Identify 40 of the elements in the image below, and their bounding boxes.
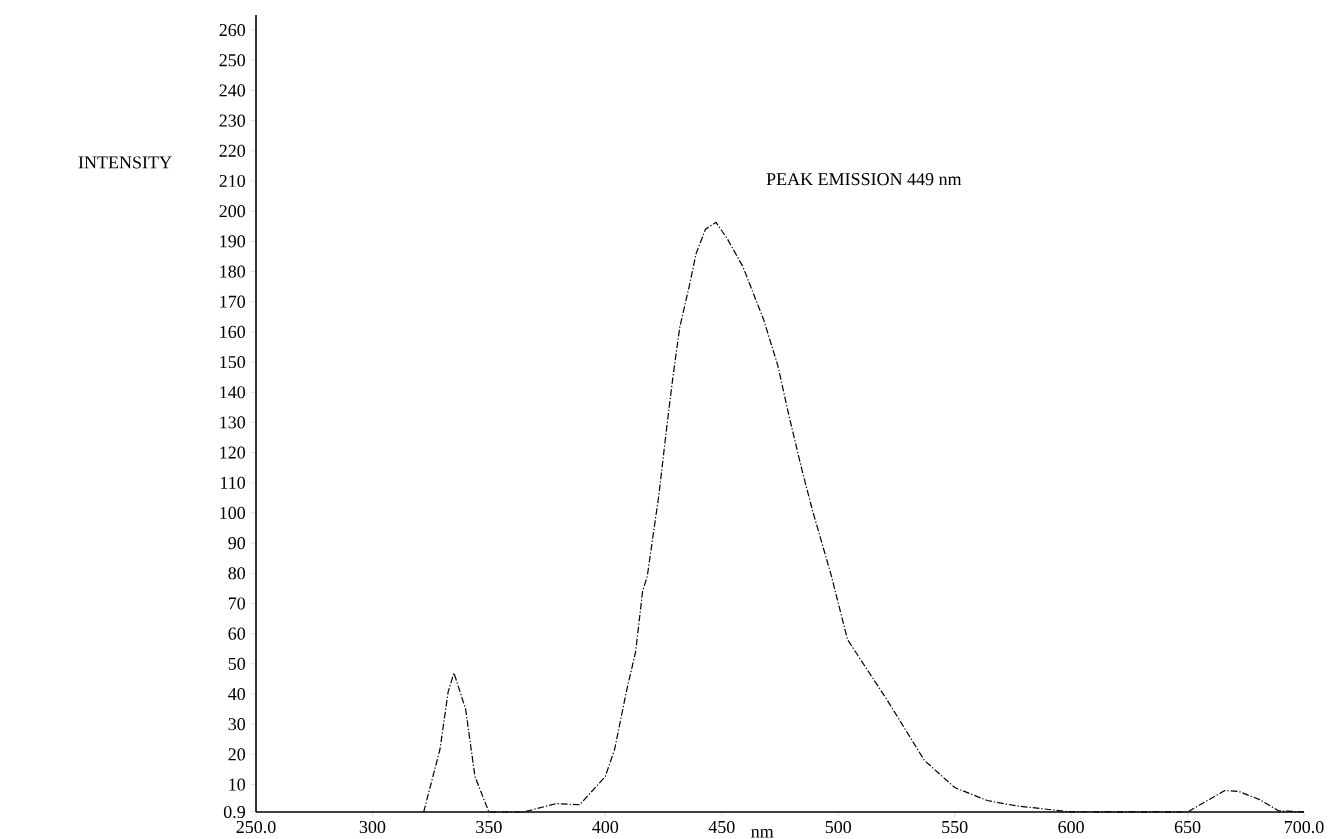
y-tick-label: 20 [228, 748, 246, 761]
y-tick-label: 90 [228, 537, 246, 550]
y-tick-label: 110 [220, 476, 246, 489]
x-tick-label: 300 [359, 820, 386, 834]
y-tick-label: 200 [219, 205, 246, 218]
y-tick-label: 260 [219, 23, 246, 37]
y-tick-label: 60 [228, 627, 246, 640]
y-tick-label: 190 [220, 235, 246, 248]
x-tick-label: 550 [942, 820, 968, 834]
y-tick-label: 70 [228, 597, 246, 610]
x-tick-label: 500 [825, 820, 852, 834]
y-tick-label: 250 [219, 54, 246, 67]
y-tick-label: 230 [219, 114, 246, 127]
x-tick-label: 250.0 [236, 820, 276, 834]
x-tick-label: 700.0 [1284, 820, 1324, 834]
annotation: PEAK EMISSION 449 nm [766, 173, 962, 186]
x-tick-label: 650 [1174, 820, 1201, 834]
y-tick-label: 150 [220, 355, 246, 369]
y-axis-title: INTENSITY [78, 156, 172, 169]
x-tick-label: 600 [1058, 820, 1084, 834]
x-axis-title: nm [751, 828, 774, 838]
y-tick-label: 140 [220, 386, 246, 399]
y-tick-label: 40 [228, 687, 246, 701]
y-tick-label: 120 [220, 446, 246, 459]
x-tick-label: 350 [476, 820, 502, 834]
y-tick-label: 0.9 [223, 805, 245, 819]
y-tick-label: 130 [220, 416, 246, 429]
x-tick-label: 450 [708, 820, 735, 834]
y-tick-label: 240 [219, 84, 246, 97]
x-tick-label: 400 [592, 820, 619, 834]
y-tick-label: 210 [219, 174, 246, 188]
y-tick-label: 170 [220, 295, 246, 308]
y-tick-label: 160 [220, 325, 246, 338]
y-tick-label: 50 [228, 657, 246, 670]
y-tick-label: 30 [228, 718, 246, 731]
y-tick-label: 100 [220, 506, 246, 519]
y-tick-label: 220 [219, 144, 246, 157]
y-tick-label: 180 [220, 265, 246, 278]
y-tick-label: 10 [229, 778, 246, 791]
y-tick-label: 80 [228, 567, 246, 580]
